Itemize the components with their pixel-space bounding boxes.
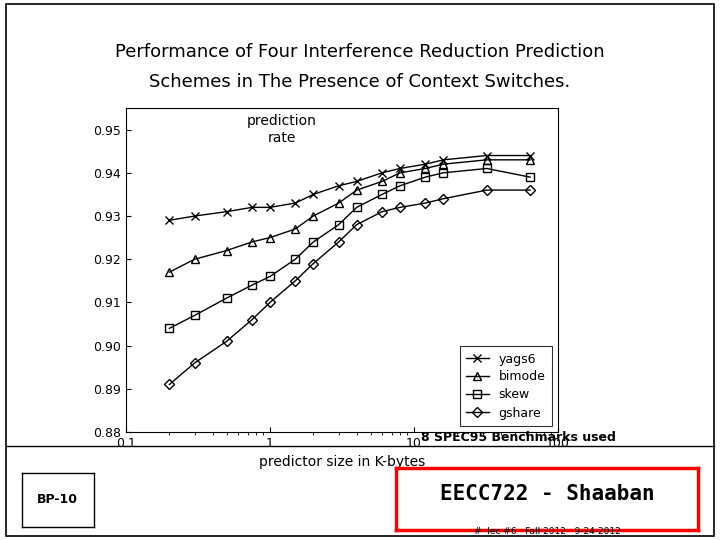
gshare — [165, 381, 174, 388]
skew — [309, 239, 318, 245]
yags6 — [165, 217, 174, 224]
gshare — [482, 187, 491, 193]
X-axis label: predictor size in K-bytes: predictor size in K-bytes — [259, 455, 425, 469]
bimode — [482, 157, 491, 163]
skew — [396, 183, 405, 189]
Line: skew: skew — [165, 164, 534, 333]
skew — [334, 221, 343, 228]
yags6 — [421, 161, 430, 167]
yags6 — [526, 152, 534, 159]
bimode — [165, 269, 174, 275]
skew — [190, 312, 199, 319]
skew — [291, 256, 300, 262]
skew — [439, 170, 448, 176]
skew — [165, 325, 174, 332]
gshare — [190, 360, 199, 366]
bimode — [291, 226, 300, 232]
skew — [266, 273, 274, 280]
yags6 — [190, 213, 199, 219]
Text: Schemes in The Presence of Context Switches.: Schemes in The Presence of Context Switc… — [149, 73, 571, 91]
skew — [526, 174, 534, 180]
Text: Performance of Four Interference Reduction Prediction: Performance of Four Interference Reducti… — [115, 43, 605, 61]
gshare — [378, 208, 387, 215]
bimode — [309, 213, 318, 219]
bimode — [266, 234, 274, 241]
gshare — [309, 260, 318, 267]
yags6 — [222, 208, 231, 215]
bimode — [526, 157, 534, 163]
yags6 — [439, 157, 448, 163]
skew — [378, 191, 387, 198]
yags6 — [309, 191, 318, 198]
yags6 — [352, 178, 361, 185]
bimode — [222, 247, 231, 254]
gshare — [222, 338, 231, 345]
gshare — [352, 221, 361, 228]
bimode — [248, 239, 256, 245]
gshare — [334, 239, 343, 245]
Line: bimode: bimode — [165, 156, 534, 276]
gshare — [248, 316, 256, 323]
gshare — [396, 204, 405, 211]
bimode — [190, 256, 199, 262]
Text: BP-10: BP-10 — [37, 493, 78, 506]
bimode — [421, 165, 430, 172]
gshare — [421, 200, 430, 206]
bimode — [396, 170, 405, 176]
gshare — [526, 187, 534, 193]
skew — [421, 174, 430, 180]
bimode — [352, 187, 361, 193]
bimode — [439, 161, 448, 167]
yags6 — [266, 204, 274, 211]
Text: 8 SPEC95 Benchmarks used: 8 SPEC95 Benchmarks used — [421, 431, 616, 444]
yags6 — [248, 204, 256, 211]
yags6 — [378, 170, 387, 176]
bimode — [334, 200, 343, 206]
skew — [222, 295, 231, 301]
yags6 — [482, 152, 491, 159]
Text: prediction
rate: prediction rate — [247, 114, 317, 145]
skew — [482, 165, 491, 172]
gshare — [266, 299, 274, 306]
Text: #  lec #6   Fall 2012   9-24-2012: # lec #6 Fall 2012 9-24-2012 — [474, 526, 621, 536]
Legend: yags6, bimode, skew, gshare: yags6, bimode, skew, gshare — [460, 346, 552, 426]
Text: EECC722 - Shaaban: EECC722 - Shaaban — [440, 484, 654, 504]
gshare — [291, 278, 300, 284]
yags6 — [291, 200, 300, 206]
gshare — [439, 195, 448, 202]
skew — [352, 204, 361, 211]
skew — [248, 282, 256, 288]
Line: yags6: yags6 — [165, 151, 534, 225]
bimode — [378, 178, 387, 185]
yags6 — [396, 165, 405, 172]
Line: gshare: gshare — [166, 187, 534, 388]
yags6 — [334, 183, 343, 189]
